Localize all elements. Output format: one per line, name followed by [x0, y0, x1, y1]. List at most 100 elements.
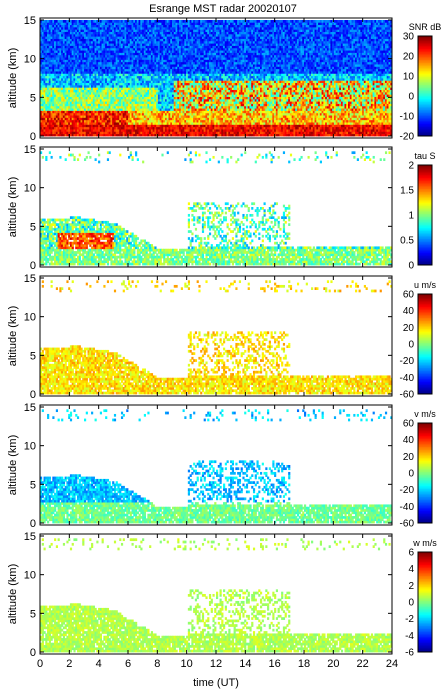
heat-cell — [40, 71, 43, 74]
heat-cell — [41, 89, 44, 93]
heat-cell — [40, 26, 43, 30]
heat-cell — [50, 98, 53, 102]
heat-cell — [62, 50, 66, 53]
heat-cell — [69, 52, 73, 56]
heat-cell — [50, 29, 53, 32]
heat-cell — [64, 103, 67, 107]
heat-cell — [82, 50, 85, 53]
heat-cell — [61, 29, 64, 32]
heat-cell — [66, 122, 69, 125]
heat-cell — [62, 126, 66, 130]
heat-cell — [57, 61, 60, 65]
heat-cell — [71, 124, 74, 128]
heat-cell — [69, 45, 73, 49]
heat-cell — [61, 57, 64, 60]
heat-cell — [85, 126, 88, 130]
heat-cell — [91, 87, 94, 90]
heat-cell — [78, 33, 81, 37]
heat-cell — [55, 126, 58, 130]
heat-cell — [57, 31, 60, 35]
heat-cell — [78, 82, 81, 86]
heat-cell — [68, 115, 71, 118]
heat-cell — [84, 73, 87, 77]
heat-cell — [57, 33, 60, 37]
heat-cell — [96, 126, 99, 130]
heat-cell — [62, 129, 66, 132]
heat-cell — [96, 47, 99, 51]
heat-cell — [75, 29, 78, 32]
heat-cell — [66, 126, 69, 130]
heat-cell — [61, 129, 64, 132]
heat-cell — [52, 129, 55, 132]
heat-cell — [43, 71, 46, 74]
heat-cell — [84, 94, 87, 97]
heat-cell — [91, 64, 94, 67]
heat-cell — [61, 126, 64, 130]
heat-cell — [41, 47, 44, 51]
heat-cell — [80, 26, 83, 30]
heat-cell — [68, 82, 71, 86]
heat-cell — [61, 89, 64, 93]
heat-cell — [82, 94, 85, 97]
heat-cell — [71, 101, 74, 104]
heat-cell — [40, 105, 43, 109]
heat-cell — [85, 59, 88, 63]
heat-cell — [84, 101, 87, 104]
heat-cell — [47, 75, 50, 79]
heat-cell — [94, 84, 97, 88]
heat-cell — [82, 57, 85, 60]
heat-cell — [62, 84, 66, 88]
heat-cell — [45, 98, 48, 102]
heat-cell — [82, 131, 85, 135]
heat-cell — [76, 64, 80, 67]
heat-cell — [91, 40, 94, 44]
heat-cell — [69, 75, 73, 79]
heat-cell — [91, 66, 94, 70]
heat-cell — [66, 117, 69, 121]
heat-cell — [98, 98, 101, 102]
heat-cell — [75, 52, 78, 56]
heat-cell — [54, 96, 57, 100]
heat-cell — [87, 103, 90, 107]
heat-cell — [47, 122, 50, 125]
heat-cell — [96, 91, 99, 95]
heat-cell — [73, 40, 76, 44]
heat-cell — [75, 47, 78, 51]
heat-cell — [96, 40, 99, 44]
heat-cell — [68, 94, 71, 97]
heat-cell — [80, 129, 83, 132]
heat-cell — [94, 57, 97, 60]
heat-cell — [61, 52, 64, 56]
heat-cell — [68, 87, 71, 90]
heat-cell — [40, 36, 43, 39]
heat-cell — [40, 110, 43, 114]
heat-cell — [78, 45, 81, 49]
heat-cell — [43, 91, 46, 95]
heat-cell — [73, 103, 76, 107]
heat-cell — [41, 112, 44, 116]
heat-cell — [64, 119, 67, 123]
heat-cell — [80, 24, 83, 28]
heat-cell — [80, 117, 83, 121]
heat-cell — [69, 110, 73, 114]
heat-cell — [40, 52, 43, 56]
heat-cell — [68, 45, 71, 49]
heat-cell — [91, 108, 94, 111]
heat-cell — [40, 68, 43, 72]
heat-cell — [84, 117, 87, 121]
heat-cell — [71, 71, 74, 74]
heat-cell — [47, 33, 50, 37]
heat-cell — [80, 80, 83, 84]
heat-cell — [85, 64, 88, 67]
heat-cell — [76, 43, 80, 46]
heat-cell — [45, 61, 48, 65]
heat-cell — [54, 103, 57, 107]
heat-cell — [40, 54, 43, 58]
heat-cell — [91, 112, 94, 116]
heat-cell — [59, 73, 62, 77]
heat-cell — [55, 50, 58, 53]
heat-cell — [45, 103, 48, 107]
heat-cell — [62, 38, 66, 42]
heat-cell — [52, 73, 55, 77]
heat-cell — [78, 50, 81, 53]
